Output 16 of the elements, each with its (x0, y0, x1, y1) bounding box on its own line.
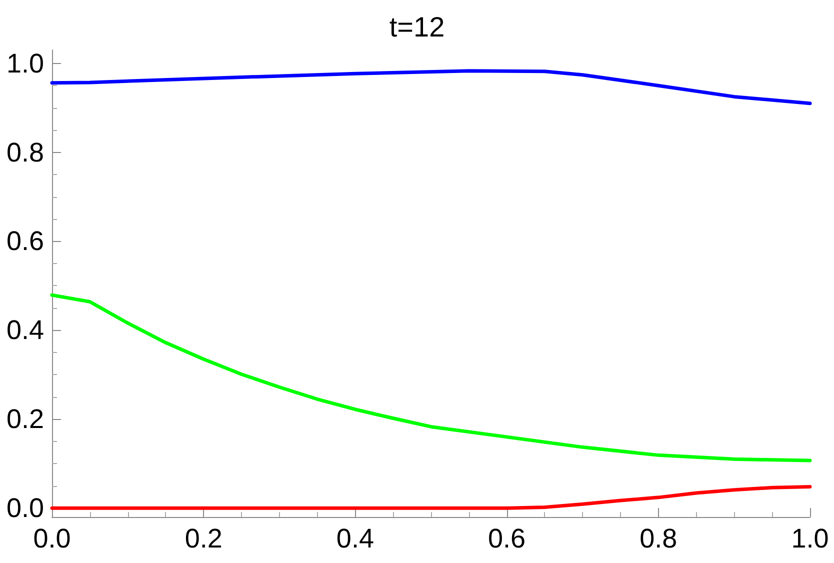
line-series (50, 69, 812, 106)
x-tick-label: 0.2 (184, 524, 222, 554)
x-tick-label: 1.0 (791, 524, 829, 554)
line-series (50, 293, 812, 462)
x-tick-label: 0.8 (640, 524, 678, 554)
y-tick-label: 0.4 (6, 315, 44, 346)
y-tick-label: 0.8 (6, 137, 44, 168)
chart-title: t=12 (389, 12, 445, 42)
x-tick-label: 0.4 (336, 524, 374, 554)
y-tick-label: 1.0 (6, 48, 44, 78)
y-tick-label: 0.0 (6, 493, 44, 524)
y-tick-label: 0.6 (6, 226, 44, 256)
y-tick-label: 0.2 (6, 404, 44, 434)
line-series (50, 485, 812, 510)
x-tick-label: 0.6 (488, 524, 526, 554)
x-tick-label: 0.0 (33, 524, 71, 554)
